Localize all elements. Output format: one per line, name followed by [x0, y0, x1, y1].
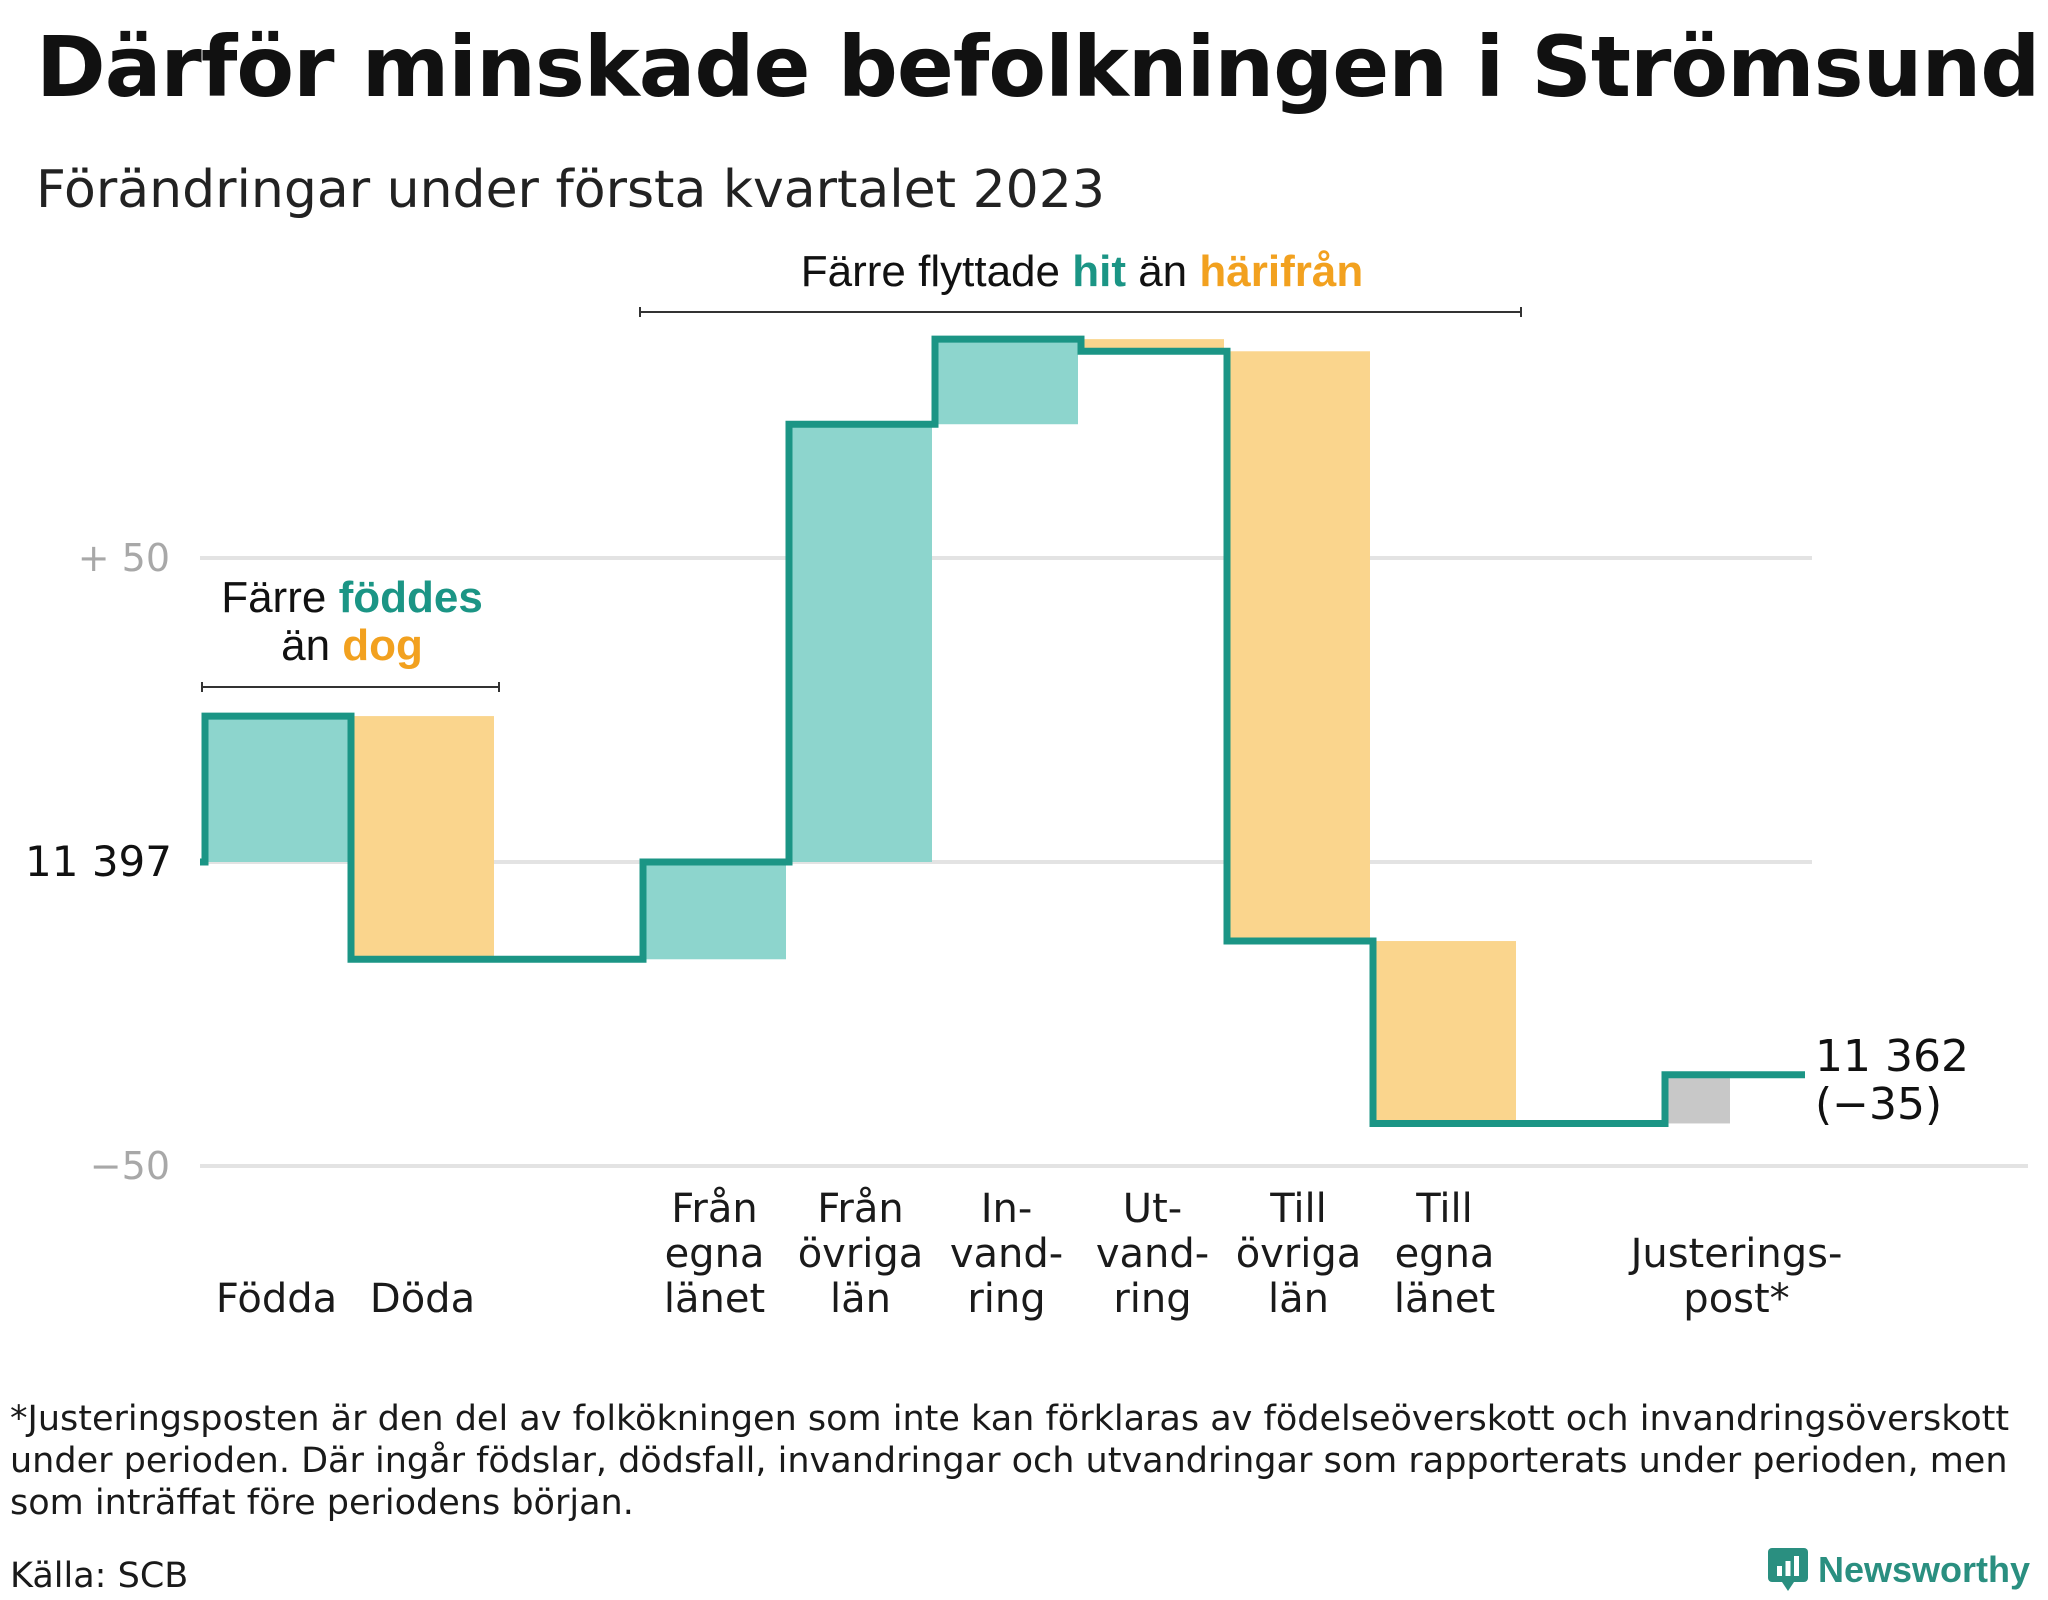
category-label: Till [1415, 1186, 1473, 1232]
category-label: övriga [798, 1231, 924, 1277]
category-label: vand- [1096, 1231, 1209, 1277]
category-label: egna [1395, 1231, 1495, 1277]
annotation-text: än dog [281, 621, 423, 670]
source-label: Källa: SCB [10, 1556, 189, 1596]
end-change-label: (−35) [1815, 1079, 1942, 1130]
category-label: ring [1113, 1276, 1191, 1322]
bar-adj [1665, 1074, 1730, 1124]
annotation-text: Färre föddes [221, 573, 483, 622]
bar-out [1227, 351, 1370, 942]
category-label: post* [1683, 1276, 1789, 1322]
footnote: *Justeringsposten är den del av folkökni… [10, 1399, 2010, 1523]
bar-in [643, 862, 786, 960]
bar-out [1373, 941, 1516, 1124]
category-label: Ut- [1123, 1186, 1182, 1232]
category-labels: Födda DödaFrånegnalänetFrånövrigalänIn-va… [216, 1186, 1843, 1322]
category-label: länet [664, 1276, 765, 1322]
end-value-label: 11 362 [1815, 1031, 1969, 1082]
bar-in [935, 339, 1078, 425]
annotation-word: än [281, 621, 342, 670]
brand-logo: Newsworthy [1767, 1548, 2030, 1592]
category-label: Från [671, 1186, 757, 1232]
running-total-line [200, 335, 1805, 1127]
annotation-word: hit [1072, 247, 1126, 296]
running-total-path [200, 335, 1805, 1127]
annotation-word: dog [342, 621, 423, 670]
annotation-word: härifrån [1199, 247, 1363, 296]
annotation-word: Färre [221, 573, 338, 622]
bar-in [789, 424, 932, 862]
annotation-word: Färre flyttade [801, 247, 1072, 296]
category-label: Till [1269, 1186, 1327, 1232]
category-label: länet [1394, 1276, 1495, 1322]
annotation-word: än [1126, 247, 1199, 296]
chart-title: Därför minskade befolkningen i Strömsund [36, 18, 2040, 116]
category-label: Döda [370, 1276, 475, 1322]
category-label: län [1268, 1276, 1329, 1322]
category-label: vand- [950, 1231, 1063, 1277]
annotation-word: föddes [339, 573, 483, 622]
category-label: ring [967, 1276, 1045, 1322]
baseline-label: 11 397 [25, 837, 172, 886]
bar-out [351, 716, 494, 960]
category-label: Justerings- [1628, 1231, 1843, 1277]
category-label: Från [817, 1186, 903, 1232]
y-tick-label: + 50 [78, 536, 170, 580]
y-axis-ticks: + 50 −50 11 397 [25, 536, 172, 1188]
category-label: övriga [1236, 1231, 1362, 1277]
annotation-text: Färre flyttade hit än härifrån [801, 247, 1363, 296]
end-labels: 11 362(−35) [1815, 1031, 1969, 1130]
category-label: egna [665, 1231, 765, 1277]
category-label: In- [981, 1186, 1033, 1232]
y-tick-label: −50 [90, 1144, 170, 1188]
bars [205, 339, 1730, 1124]
category-label: län [830, 1276, 891, 1322]
category-label: Födda [216, 1276, 337, 1322]
newsworthy-logo-icon [1767, 1548, 1808, 1591]
chart-subtitle: Förändringar under första kvartalet 2023 [36, 160, 1105, 220]
bar-in [205, 716, 348, 862]
brand-name: Newsworthy [1817, 1549, 2030, 1590]
